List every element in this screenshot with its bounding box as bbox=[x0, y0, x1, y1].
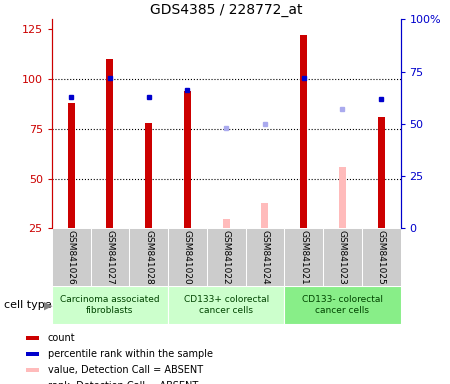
Text: GSM841025: GSM841025 bbox=[377, 230, 386, 285]
Bar bbox=[52, 228, 90, 286]
Text: ▶: ▶ bbox=[44, 300, 53, 310]
Text: GSM841022: GSM841022 bbox=[221, 230, 230, 285]
Text: count: count bbox=[48, 333, 76, 343]
Text: CD133- colorectal
cancer cells: CD133- colorectal cancer cells bbox=[302, 295, 383, 315]
Bar bbox=[26, 369, 39, 372]
Bar bbox=[129, 228, 168, 286]
Bar bbox=[184, 91, 191, 228]
Text: rank, Detection Call = ABSENT: rank, Detection Call = ABSENT bbox=[48, 381, 198, 384]
Text: GSM841020: GSM841020 bbox=[183, 230, 192, 285]
Bar bbox=[106, 59, 113, 228]
Bar bbox=[68, 103, 75, 228]
Text: GSM841024: GSM841024 bbox=[261, 230, 270, 285]
Bar bbox=[246, 228, 284, 286]
Bar bbox=[362, 228, 400, 286]
Title: GDS4385 / 228772_at: GDS4385 / 228772_at bbox=[150, 3, 302, 17]
Bar bbox=[223, 218, 230, 228]
Bar bbox=[378, 117, 385, 228]
Text: percentile rank within the sample: percentile rank within the sample bbox=[48, 349, 213, 359]
Bar bbox=[90, 228, 129, 286]
Bar bbox=[207, 228, 246, 286]
Text: GSM841028: GSM841028 bbox=[144, 230, 153, 285]
Bar bbox=[323, 228, 362, 286]
Bar bbox=[284, 228, 323, 286]
Text: cell type: cell type bbox=[4, 300, 52, 310]
Text: GSM841027: GSM841027 bbox=[105, 230, 114, 285]
Bar bbox=[284, 286, 400, 324]
Bar bbox=[261, 203, 268, 228]
Text: Carcinoma associated
fibroblasts: Carcinoma associated fibroblasts bbox=[60, 295, 160, 315]
Bar bbox=[52, 286, 168, 324]
Bar bbox=[339, 167, 346, 228]
Text: GSM841023: GSM841023 bbox=[338, 230, 347, 285]
Bar bbox=[26, 353, 39, 356]
Bar bbox=[168, 286, 284, 324]
Bar bbox=[168, 228, 207, 286]
Text: GSM841021: GSM841021 bbox=[299, 230, 308, 285]
Bar bbox=[300, 35, 307, 228]
Bar bbox=[145, 123, 152, 228]
Text: CD133+ colorectal
cancer cells: CD133+ colorectal cancer cells bbox=[184, 295, 269, 315]
Text: GSM841026: GSM841026 bbox=[67, 230, 76, 285]
Text: value, Detection Call = ABSENT: value, Detection Call = ABSENT bbox=[48, 365, 203, 375]
Bar bbox=[26, 336, 39, 340]
